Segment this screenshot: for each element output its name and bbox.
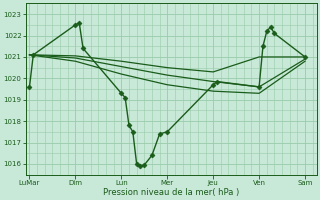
X-axis label: Pression niveau de la mer( hPa ): Pression niveau de la mer( hPa ) (103, 188, 239, 197)
